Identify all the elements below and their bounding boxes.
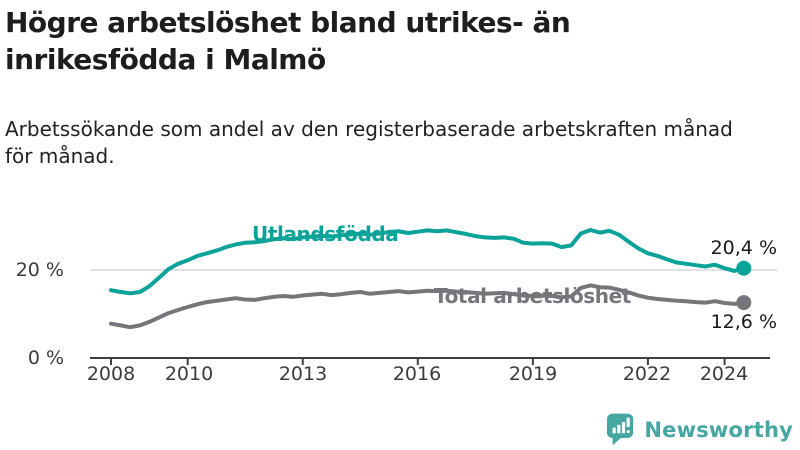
page-title: Högre arbetslöshet bland utrikes- än inr… xyxy=(5,4,571,78)
logo-bar-small xyxy=(612,427,617,434)
logo-exclamation-stem xyxy=(627,417,631,428)
chart-subtitle-line2: för månad. xyxy=(5,144,115,168)
series-label-utlandsfodda: Utlandsfödda xyxy=(252,222,399,246)
chart-subtitle-line1: Arbetssökande som andel av den registerb… xyxy=(5,117,733,141)
newsworthy-logo-icon xyxy=(607,413,634,445)
x-axis-label-2010: 2010 xyxy=(164,363,214,385)
page-title-line1: Högre arbetslöshet bland utrikes- än xyxy=(5,6,571,39)
logo-bar-medium xyxy=(617,424,621,434)
end-value-utlandsfodda: 20,4 % xyxy=(710,237,777,259)
series-label-total-arbetsloshet: Total arbetslöshet xyxy=(434,284,631,308)
x-axis-label-2013: 2013 xyxy=(278,363,328,385)
y-axis-label-0: 0 % xyxy=(27,347,64,369)
y-axis-label-20: 20 % xyxy=(15,259,64,281)
x-axis-label-2008: 2008 xyxy=(86,363,136,385)
x-axis-label-2022: 2022 xyxy=(622,363,672,385)
x-axis-label-2024: 2024 xyxy=(699,363,749,385)
logo-exclamation-dot xyxy=(627,430,631,434)
end-value-total-arbetsloshet: 12,6 % xyxy=(710,311,777,333)
newsworthy-logo[interactable]: Newsworthy xyxy=(606,411,793,448)
page-title-line2: inrikesfödda i Malmö xyxy=(5,43,326,76)
logo-bar-large xyxy=(622,422,626,434)
x-axis-label-2016: 2016 xyxy=(392,363,442,385)
newsworthy-logo-text: Newsworthy xyxy=(644,417,793,442)
chart-subtitle: Arbetssökande som andel av den registerb… xyxy=(5,116,733,170)
x-axis-label-2019: 2019 xyxy=(508,363,558,385)
